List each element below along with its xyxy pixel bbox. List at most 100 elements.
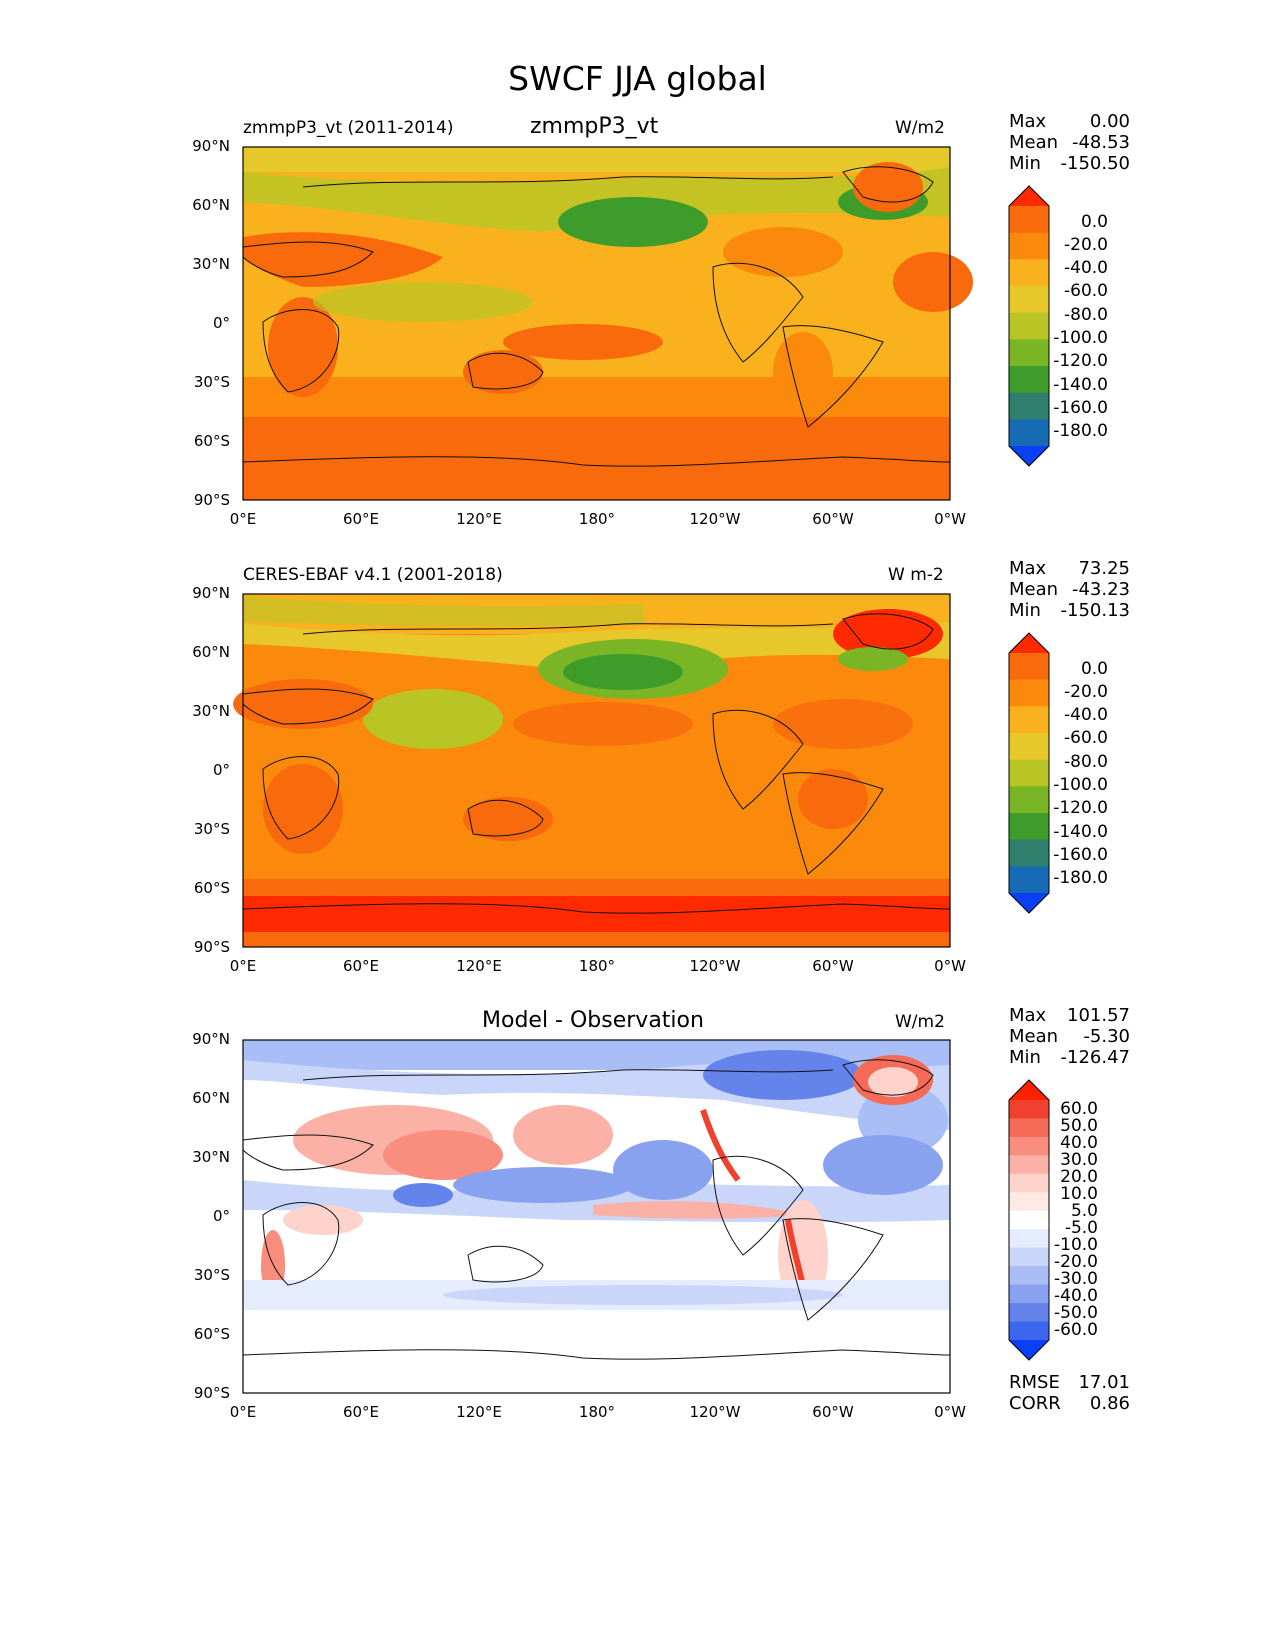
colorbar-swatch [1009,446,1049,466]
panel1-colorbar-label: -100.0 [1053,328,1108,348]
colorbar-swatch [1009,706,1049,734]
panel2-colorbar-label: -160.0 [1053,845,1108,865]
colorbar-swatch [1009,1340,1049,1360]
panel2-colorbar [1008,632,1050,914]
panel2-lat-0: 0° [212,761,230,779]
panel3-min-label: Min [1009,1047,1041,1068]
colorbar-swatch [1009,813,1049,841]
rmse-value: 17.01 [1078,1372,1130,1393]
panel3-colorbar-label: -30.0 [1054,1269,1098,1289]
panel3-lon-0w: 0°W [934,1403,966,1421]
panel3-lat-30s: 30°S [193,1266,230,1284]
colorbar-swatch [1009,259,1049,287]
panel3-lat-90s: 90°S [193,1384,230,1402]
colorbar-swatch [1009,339,1049,367]
panel1-min-value: -150.50 [1060,153,1130,174]
panel2-lat-90n: 90°N [192,584,230,602]
panel3-colorbar-label: -20.0 [1054,1252,1098,1272]
panel1-colorbar-label: 0.0 [1080,212,1108,232]
colorbar-swatch [1009,839,1049,867]
panel1-lat-30s: 30°S [193,373,230,391]
colorbar-swatch [1009,1229,1049,1249]
panel2-lon-120e: 120°E [456,957,502,975]
panel3-colorbar-label: -40.0 [1054,1286,1098,1306]
colorbar-outline [1008,185,1050,467]
panel2-min-value: -150.13 [1060,600,1130,621]
panel2-colorbar-label: -40.0 [1064,705,1108,725]
panel1-colorbar [1008,185,1050,467]
panel3-center-title: Model - Observation [482,1008,704,1033]
panel2-lat-30s: 30°S [193,820,230,838]
panel2-max-value: 73.25 [1078,558,1130,579]
panel1-lat-0: 0° [212,314,230,332]
panel3-colorbar-label: 40.0 [1060,1133,1098,1153]
panel2-lat-60n: 60°N [192,643,230,661]
panel3-colorbar [1008,1079,1050,1361]
panel3-max-label: Max [1009,1005,1047,1026]
panel1-colorbar-label: -60.0 [1064,281,1108,301]
colorbar-swatch [1009,679,1049,707]
panel1-lat-90s: 90°S [193,491,230,509]
panel2-colorbar-label: -180.0 [1053,868,1108,888]
panel3-lat-90n: 90°N [192,1030,230,1048]
colorbar-swatch [1009,1321,1049,1341]
panel1-colorbar-label: -140.0 [1053,375,1108,395]
colorbar-swatch [1009,1303,1049,1323]
panel1-lat-90n: 90°N [192,137,230,155]
panel2-lon-120w: 120°W [689,957,741,975]
colorbar-swatch [1009,286,1049,314]
panel2-mean-label: Mean [1009,579,1059,600]
colorbar-outline [1008,1079,1050,1361]
panel1-mean-label: Mean [1009,132,1059,153]
colorbar-outline [1008,632,1050,914]
panel1-lon-0e: 0°E [229,510,257,528]
panel3-colorbar-label: 10.0 [1060,1184,1098,1204]
panel1-max-label: Max [1009,111,1047,132]
colorbar-swatch [1009,1192,1049,1212]
colorbar-swatch [1009,1247,1049,1267]
panel3-lon-60w: 60°W [812,1403,854,1421]
panel2-min-label: Min [1009,600,1041,621]
panel1-colorbar-label: -40.0 [1064,258,1108,278]
panel2-colorbar-label: -120.0 [1053,798,1108,818]
panel3-lon-120w: 120°W [689,1403,741,1421]
panel2-left-title: CERES-EBAF v4.1 (2001-2018) [243,565,503,585]
panel1-lon-120e: 120°E [456,510,502,528]
panel3-mean-label: Mean [1009,1026,1059,1047]
panel1-left-title: zmmpP3_vt (2011-2014) [243,118,454,138]
panel2-lat-60s: 60°S [193,879,230,897]
colorbar-swatch [1009,206,1049,234]
panel2-max-label: Max [1009,558,1047,579]
colorbar-swatch [1009,759,1049,787]
panel3-max-value: 101.57 [1067,1005,1130,1026]
panel2-lon-180: 180° [578,957,616,975]
panel2-lon-60e: 60°E [342,957,380,975]
panel3-colorbar-label: -5.0 [1064,1218,1098,1238]
panel3-lat-0: 0° [212,1207,230,1225]
panel3-colorbar-label: 5.0 [1070,1201,1098,1221]
panel1-map [242,146,973,501]
panel1-lon-60e: 60°E [342,510,380,528]
panel3-colorbar-label: -50.0 [1054,1303,1098,1323]
panel1-mean-value: -48.53 [1071,132,1130,153]
colorbar-swatch [1009,866,1049,894]
panel3-map [242,1039,951,1394]
corr-label: CORR [1009,1393,1061,1414]
panel3-colorbar-label: -10.0 [1054,1235,1098,1255]
corr-value: 0.86 [1089,1393,1130,1414]
rmse-label: RMSE [1009,1372,1060,1393]
panel2-colorbar-label: -80.0 [1064,752,1108,772]
colorbar-swatch [1009,786,1049,814]
panel1-colorbar-label: -120.0 [1053,351,1108,371]
panel2-colorbar-label: -140.0 [1053,822,1108,842]
panel2-mean-value: -43.23 [1071,579,1130,600]
panel1-colorbar-label: -20.0 [1064,235,1108,255]
panel2-colorbar-label: 0.0 [1080,659,1108,679]
panel3-lat-30n: 30°N [192,1148,230,1166]
colorbar-swatch [1009,1210,1049,1230]
panel2-lon-0w: 0°W [934,957,966,975]
panel3-colorbar-label: 20.0 [1060,1167,1098,1187]
panel3-mean-value: -5.30 [1083,1026,1130,1047]
panel2-lat-90s: 90°S [193,938,230,956]
colorbar-swatch [1009,1155,1049,1175]
